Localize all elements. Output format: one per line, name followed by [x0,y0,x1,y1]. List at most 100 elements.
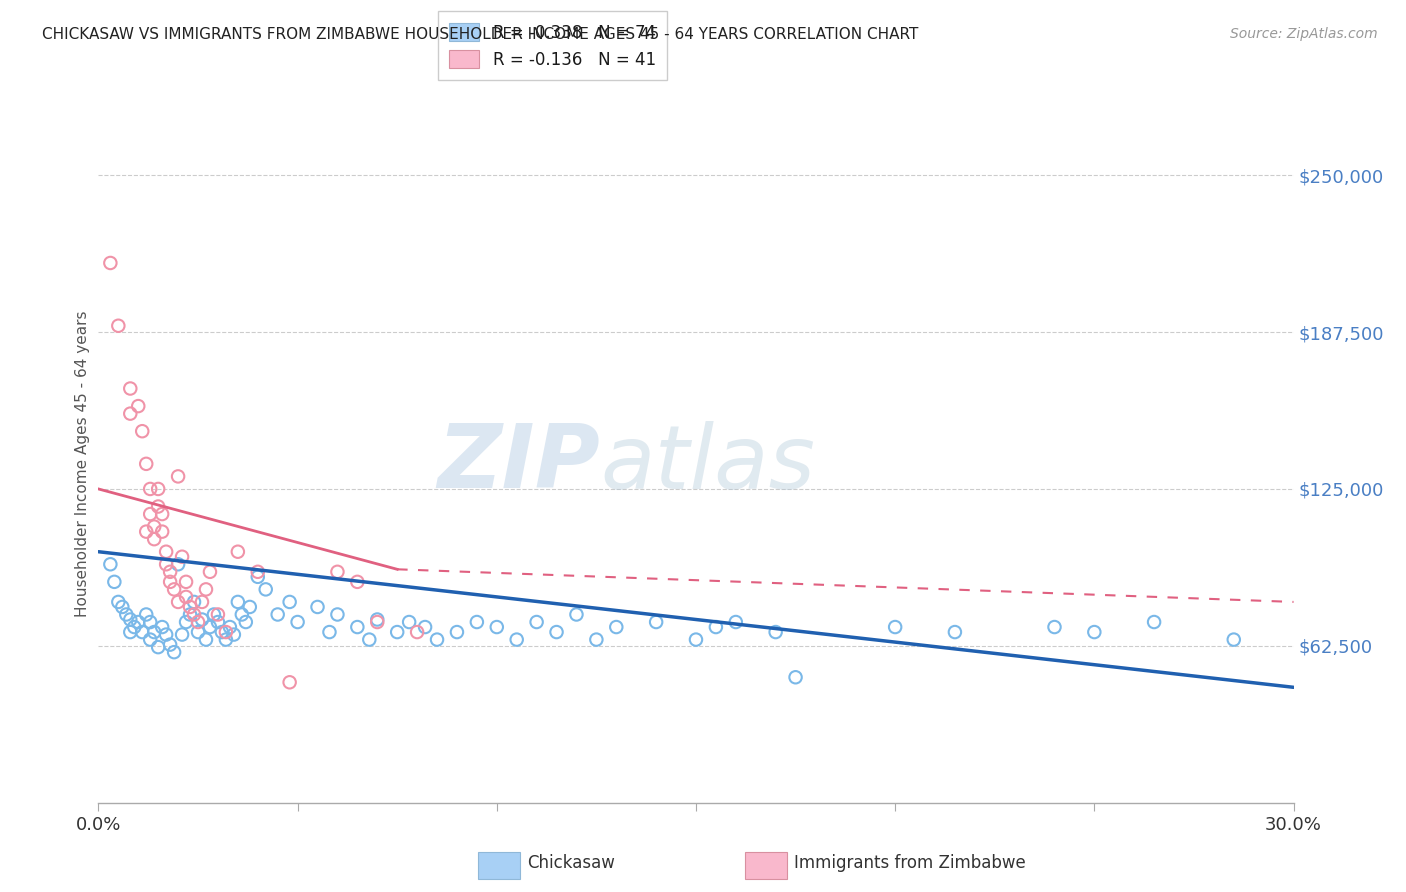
Point [254,582,277,597]
Point [127,615,149,629]
Point [194,632,218,647]
Point [148,640,170,654]
Point [131,424,153,438]
Point [155,627,177,641]
Point [346,574,368,589]
Point [159,565,181,579]
Text: Chickasaw: Chickasaw [527,854,616,871]
Point [172,549,194,564]
Point [219,620,242,634]
Text: Source: ZipAtlas.com: Source: ZipAtlas.com [1230,27,1378,41]
Point [406,625,429,640]
Point [446,625,468,640]
Point [278,595,301,609]
Point [278,675,301,690]
Point [326,607,349,622]
Point [398,615,420,629]
Point [943,625,966,640]
Point [127,399,149,413]
Point [143,519,166,533]
Point [267,607,290,622]
Point [565,607,588,622]
Point [207,615,229,629]
Point [98,558,122,572]
Point [167,469,190,483]
Point [413,620,436,634]
Point [174,590,197,604]
Point [526,615,548,629]
Point [159,574,181,589]
Point [215,632,238,647]
Point [179,607,201,622]
Point [163,582,186,597]
Point [172,627,194,641]
Point [426,632,449,647]
Text: CHICKASAW VS IMMIGRANTS FROM ZIMBABWE HOUSEHOLDER INCOME AGES 45 - 64 YEARS CORR: CHICKASAW VS IMMIGRANTS FROM ZIMBABWE HO… [42,27,918,42]
Point [131,625,153,640]
Point [1222,632,1246,647]
Point [246,570,269,584]
Point [155,558,177,572]
Point [287,615,309,629]
Point [150,507,173,521]
Point [183,595,205,609]
Point [167,558,190,572]
Point [222,627,245,641]
Point [120,613,142,627]
Text: atlas: atlas [600,421,815,507]
Point [139,482,162,496]
Point [135,457,157,471]
Point [318,625,340,640]
Point [884,620,907,634]
Point [124,620,146,634]
Point [226,595,249,609]
Point [150,620,173,634]
Point [215,625,238,640]
Point [485,620,508,634]
Point [143,625,166,640]
Point [187,625,209,640]
Point [120,382,142,396]
Text: Immigrants from Zimbabwe: Immigrants from Zimbabwe [794,854,1026,871]
Point [207,607,229,622]
Point [115,607,138,622]
Point [150,524,173,539]
Point [366,615,388,629]
Point [685,632,707,647]
Point [585,632,607,647]
Point [246,565,269,579]
Point [187,615,209,629]
Point [183,607,205,622]
Point [191,613,214,627]
Point [107,318,129,333]
Point [107,595,129,609]
Point [1143,615,1166,629]
Point [724,615,747,629]
Point [704,620,727,634]
Point [359,632,381,647]
Point [174,615,197,629]
Point [366,613,388,627]
Point [159,638,181,652]
Point [98,256,122,270]
Point [385,625,409,640]
Y-axis label: Householder Income Ages 45 - 64 years: Householder Income Ages 45 - 64 years [75,310,90,617]
Point [135,524,157,539]
Point [765,625,787,640]
Point [111,599,134,614]
Point [546,625,568,640]
Point [135,607,157,622]
Point [785,670,807,684]
Point [103,574,125,589]
Point [346,620,368,634]
Point [120,407,142,421]
Point [239,599,262,614]
Point [1043,620,1066,634]
Point [148,500,170,514]
Point [211,625,233,640]
Point [307,599,329,614]
Point [163,645,186,659]
Point [148,482,170,496]
Point [120,625,142,640]
Point [155,545,177,559]
